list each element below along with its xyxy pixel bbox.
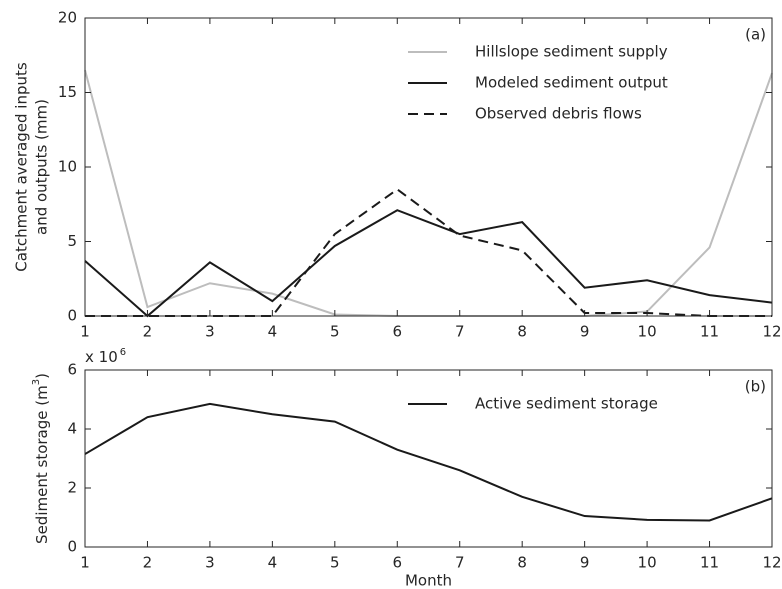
x-tick-label: 7 [455,323,465,341]
y-tick-label: 15 [58,83,77,101]
x-tick-label: 1 [80,554,90,572]
x-axis-label: Month [405,572,452,589]
series-line [85,188,772,317]
x-tick-label: 5 [330,323,340,341]
x-tick-label: 9 [580,554,590,572]
y-tick-label: 4 [67,420,77,438]
y-axis-label-sup: 3 [31,379,42,385]
x-tick-label: 11 [700,323,719,341]
y-tick-label: 2 [67,479,77,497]
y-axis-label: Sediment storage (m3) [31,373,51,544]
y-tick-label: 6 [67,361,77,379]
y-tick-label: 5 [67,232,77,250]
y-axis-label-text: Sediment storage (m [33,385,51,544]
x-tick-label: 8 [517,323,527,341]
y-axis-label-text: ) [33,373,51,379]
x-tick-label: 5 [330,554,340,572]
x-tick-label: 10 [638,323,657,341]
y-tick-label: 0 [67,538,77,556]
x-tick-label: 3 [205,554,215,572]
panel-label: (a) [745,26,766,44]
axis-multiplier: x 10 6 [85,347,126,366]
x-tick-label: 3 [205,323,215,341]
x-tick-label: 2 [143,323,153,341]
series-line [84,69,773,317]
x-tick-label: 6 [392,323,402,341]
legend-label: Observed debris flows [475,105,642,123]
y-tick-label: 0 [67,307,77,325]
x-tick-label: 1 [80,323,90,341]
y-axis-label: Catchment averaged inputs [13,62,31,272]
series-line [84,402,773,522]
y-tick-label: 10 [58,158,77,176]
multiplier-base: x 10 [85,348,118,366]
x-tick-label: 4 [268,323,278,341]
x-tick-label: 8 [517,554,527,572]
plot-frame [84,17,773,317]
x-tick-label: 12 [762,323,781,341]
x-tick-label: 2 [143,554,153,572]
x-tick-label: 10 [638,554,657,572]
legend-label: Active sediment storage [475,395,658,413]
x-tick-label: 7 [455,554,465,572]
legend-label: Modeled sediment output [475,74,668,92]
multiplier-exp: 6 [120,347,126,358]
y-tick-label: 20 [58,9,77,27]
x-tick-label: 9 [580,323,590,341]
legend-label: Hillslope sediment supply [475,43,668,61]
x-tick-label: 6 [392,554,402,572]
x-tick-label: 4 [268,554,278,572]
plot-frame [84,369,773,548]
y-axis-label: and outputs (mm) [33,99,51,235]
series-line [84,209,773,318]
x-tick-label: 12 [762,554,781,572]
panel-label: (b) [745,378,766,396]
x-tick-label: 11 [700,554,719,572]
